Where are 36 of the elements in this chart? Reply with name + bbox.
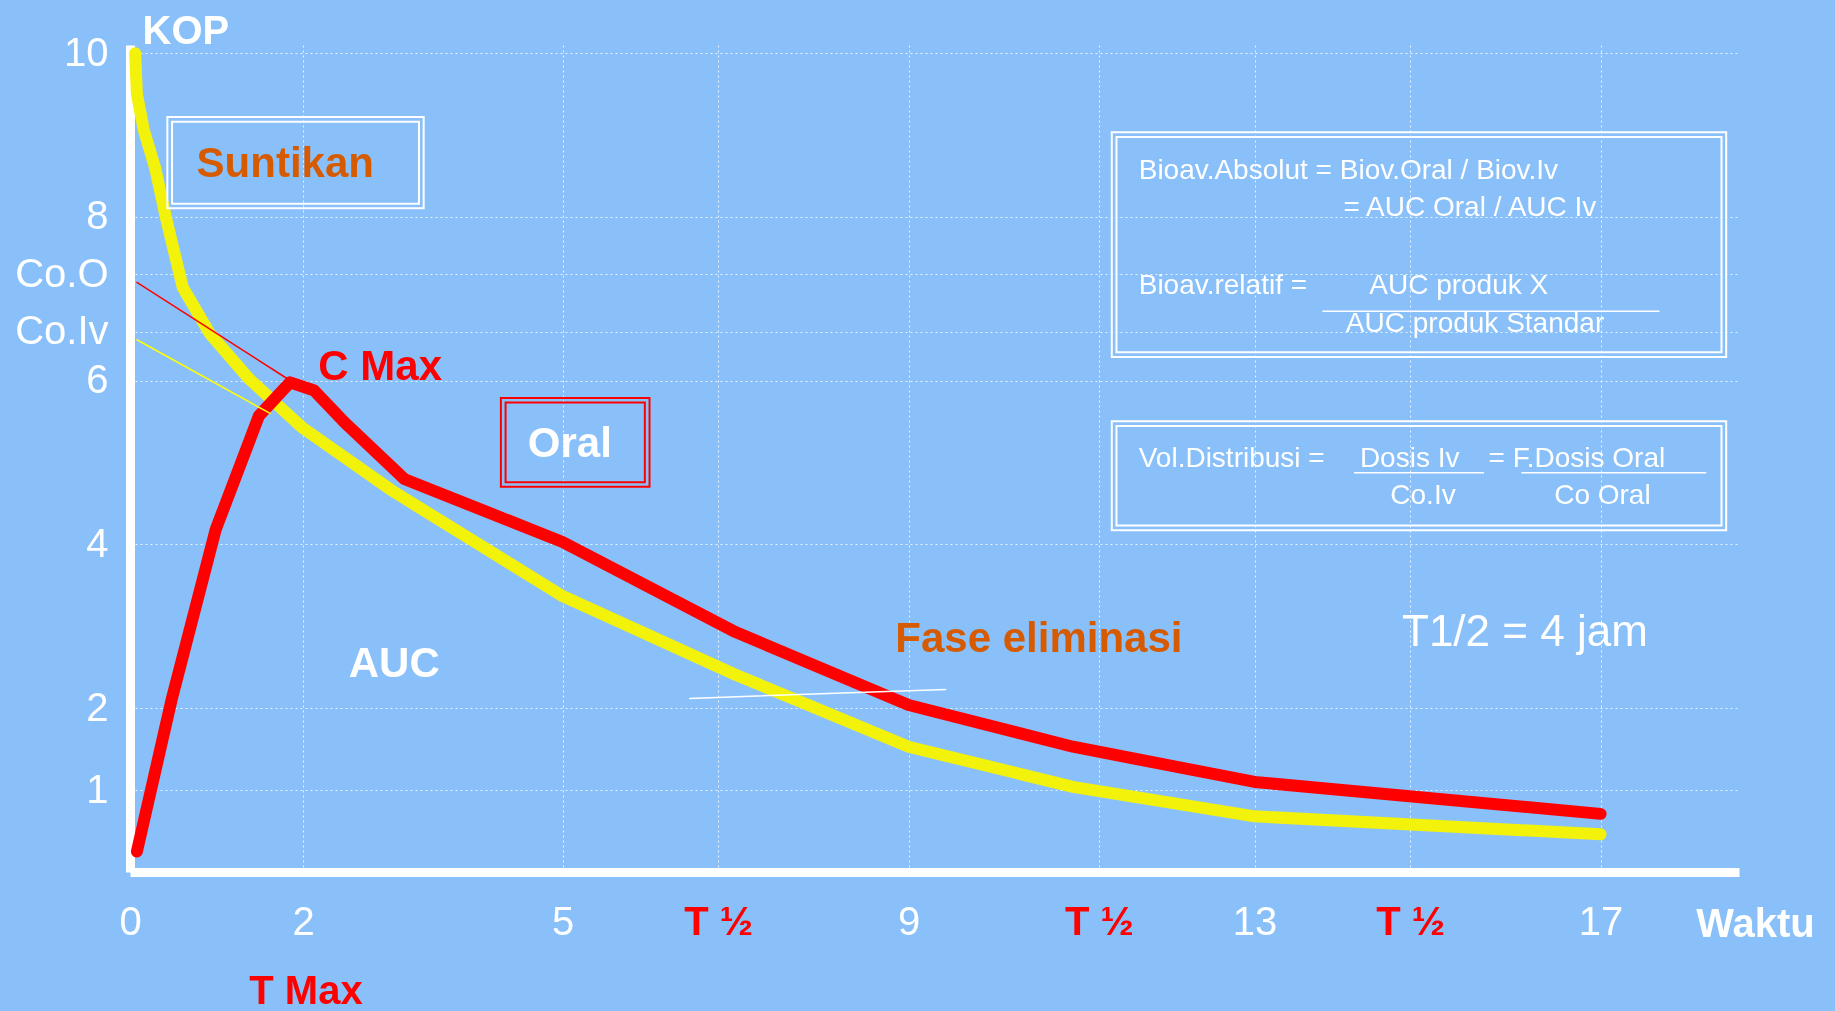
annotation: Co.Iv	[1390, 479, 1456, 511]
x-tick-label: 0	[119, 898, 142, 943]
x-tick-label: T ½	[1064, 898, 1134, 943]
y-tick-label: 8	[86, 193, 109, 238]
series-label: Suntikan	[196, 138, 374, 186]
annotation: = F.Dosis Oral	[1488, 441, 1666, 473]
series-label: Oral	[527, 418, 612, 466]
y-axis-title: KOP	[142, 7, 230, 52]
annotation: AUC	[348, 638, 440, 686]
annotation: AUC produk X	[1369, 268, 1549, 300]
x-tick-label: 13	[1232, 898, 1278, 943]
y-tick-label: 10	[64, 29, 109, 74]
annotation: Vol.Distribusi =	[1138, 441, 1325, 473]
y-tick-label: Co.O	[15, 250, 109, 295]
x-tick-label: 2	[292, 898, 315, 943]
text: T Max	[249, 968, 363, 1011]
annotation: C Max	[318, 342, 443, 390]
x-tick-label: 9	[897, 898, 921, 943]
y-tick-label: 1	[86, 766, 109, 811]
annotation: Bioav.relatif =	[1138, 268, 1308, 300]
annotation: Fase eliminasi	[895, 613, 1183, 661]
x-tick-label: T ½	[684, 898, 754, 943]
annotation: Co Oral	[1554, 479, 1651, 511]
x-tick-label: 17	[1578, 898, 1624, 943]
x-tick-label: T ½	[1376, 898, 1446, 943]
annotation: T1/2 = 4 jam	[1402, 606, 1648, 656]
y-tick-label: 6	[86, 357, 109, 402]
x-tick-label: 5	[551, 898, 575, 943]
annotation: AUC produk Standar	[1345, 307, 1605, 339]
annotation: = AUC Oral / AUC Iv	[1343, 191, 1597, 223]
y-tick-label: 4	[86, 520, 109, 565]
x-axis-title: Waktu	[1696, 900, 1815, 945]
y-tick-label: Co.Iv	[15, 308, 109, 353]
annotation: Bioav.Absolut = Biov.Oral / Biov.Iv	[1138, 153, 1559, 185]
annotation: Dosis Iv	[1359, 441, 1460, 473]
y-tick-label: 2	[86, 684, 109, 729]
